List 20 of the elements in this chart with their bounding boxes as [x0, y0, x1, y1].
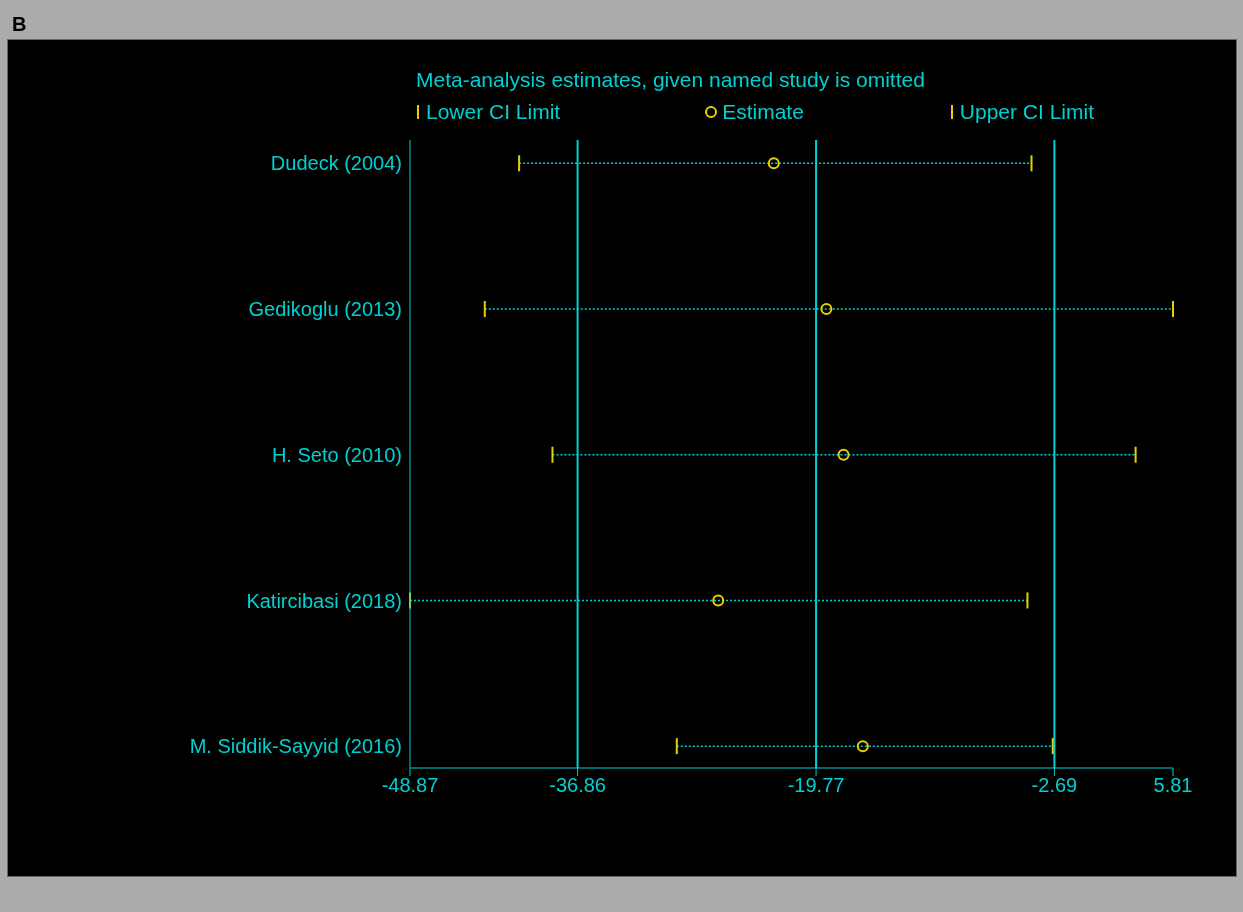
- y-tick-label: M. Siddik-Sayyid (2016): [189, 735, 402, 758]
- point: [856, 740, 869, 753]
- legend-label: Estimate: [722, 100, 804, 124]
- point: [767, 157, 780, 170]
- text: Upper CI Limit: [959, 100, 1094, 124]
- chart-title: Meta-analysis estimates, given named study is omitted: [416, 68, 925, 92]
- y-tick-label: Gedikoglu (2013): [248, 298, 402, 321]
- text: B: [12, 12, 27, 36]
- point: [837, 448, 850, 461]
- point: [712, 594, 725, 607]
- x-tick-label: -48.87: [381, 774, 439, 797]
- point: [820, 303, 833, 316]
- x-tick-label: -36.86: [549, 774, 606, 797]
- y-tick-label: Dudeck (2004): [270, 152, 402, 175]
- x-tick-label: -19.77: [787, 774, 845, 797]
- x-tick-label: -2.69: [1031, 774, 1078, 797]
- text: Lower CI Limit: [426, 100, 561, 124]
- y-tick-label: Katircibasi (2018): [246, 589, 402, 612]
- y-tick-label: H. Seto (2010): [271, 443, 402, 466]
- x-tick-label: 5.81: [1153, 774, 1193, 797]
